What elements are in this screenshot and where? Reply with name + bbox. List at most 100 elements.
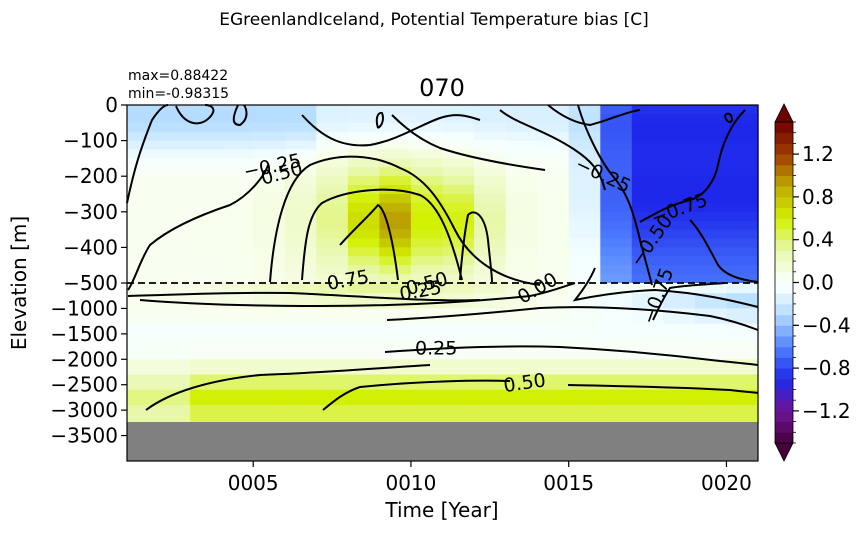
heatmap-cell [379,105,412,115]
heatmap-cell [158,211,191,222]
colorbar-segment [775,378,793,390]
heatmap-cell [347,131,380,142]
heatmap-cell [505,274,538,284]
heatmap-cell [253,220,286,231]
heatmap-cell [505,256,538,266]
heatmap-cell [316,122,349,133]
heatmap-cell [127,122,160,133]
contour-line [577,104,653,286]
heatmap-cell [474,293,507,310]
heatmap-cell [663,238,696,248]
heatmap-cell [127,374,160,391]
heatmap-cell [474,158,507,168]
heatmap-cell [190,374,223,391]
heatmap-cell [726,202,759,213]
heatmap-cell [631,176,664,186]
heatmap-cell [410,220,444,231]
heatmap-cell [505,247,538,257]
heatmap-cell [568,158,601,168]
heatmap-cell [347,122,380,133]
heatmap-cell [347,389,380,406]
heatmap-cell [537,149,570,159]
heatmap-cell [410,265,444,275]
heatmap-cell [410,389,444,406]
colorbar-segment [775,357,793,369]
heatmap-cell [474,202,507,213]
heatmap-cell [221,131,254,142]
heatmap-cell [694,274,727,284]
heatmap-cell [379,167,412,177]
heatmap-cell [158,238,191,248]
heatmap-cell [221,194,254,204]
heatmap-cell [537,265,570,275]
heatmap-cell [158,194,191,204]
heatmap-cell [631,185,664,195]
heatmap-cell [600,247,633,257]
heatmap-cell [726,229,759,240]
heatmap-cell [505,308,538,325]
heatmap-cell [127,202,160,213]
heatmap-cell [600,405,633,424]
heatmap-cell [127,229,160,240]
heatmap-cell [474,338,507,360]
heatmap-cell [694,167,727,177]
heatmap-cell [600,113,633,124]
heatmap-cell [221,405,254,424]
heatmap-cell [379,176,412,186]
heatmap-cell [347,323,380,340]
heatmap-cell [726,265,759,275]
heatmap-cell [221,202,254,213]
heatmap-cell [600,256,633,266]
heatmap-cell [631,247,664,257]
heatmap-cell [631,283,664,294]
heatmap-cell [316,283,349,294]
heatmap-cell [127,256,160,266]
heatmap-cell [347,359,380,376]
heatmap-cell [631,238,664,248]
heatmap-cell [663,247,696,257]
heatmap-cell [158,283,191,294]
heatmap-cell [726,220,759,231]
heatmap-cell [663,122,696,133]
heatmap-cell [316,220,349,231]
heatmap-cell [190,265,223,275]
heatmap-cell [663,140,696,151]
heatmap-cell [221,158,254,168]
heatmap-cell [221,149,254,159]
heatmap-cell [537,238,570,248]
heatmap-cell [600,283,633,294]
heatmap-cell [600,323,633,340]
heatmap-cell [631,167,664,177]
heatmap-cell [600,194,633,204]
heatmap-cell [221,247,254,257]
heatmap-cell [568,113,601,124]
heatmap-cell [663,389,696,406]
heatmap-cell [694,238,727,248]
heatmap-cell [694,405,727,424]
heatmap-cell [190,359,223,376]
heatmap-cell [600,308,633,325]
heatmap-cell [694,140,727,151]
heatmap-cell [537,140,570,151]
heatmap-cell [474,283,507,294]
heatmap-cell [347,105,380,115]
heatmap-cell [600,238,633,248]
heatmap-cell [663,176,696,186]
heatmap-cell [221,229,254,240]
heatmap-cell [631,389,664,406]
heatmap-cell [663,293,696,310]
heatmap-cell [158,247,191,257]
heatmap-cell [158,122,191,133]
heatmap-cell [316,389,349,406]
heatmap-cell [568,359,601,376]
heatmap-cell [663,256,696,266]
heatmap-cell [190,194,223,204]
heatmap-cell [190,338,223,360]
heatmap-cell [158,229,191,240]
heatmap-cell [379,149,412,159]
heatmap-cell [379,202,412,213]
colorbar-segment [775,154,793,166]
heatmap-cell [158,293,191,310]
heatmap-cell [694,265,727,275]
heatmap-cell [663,359,696,376]
